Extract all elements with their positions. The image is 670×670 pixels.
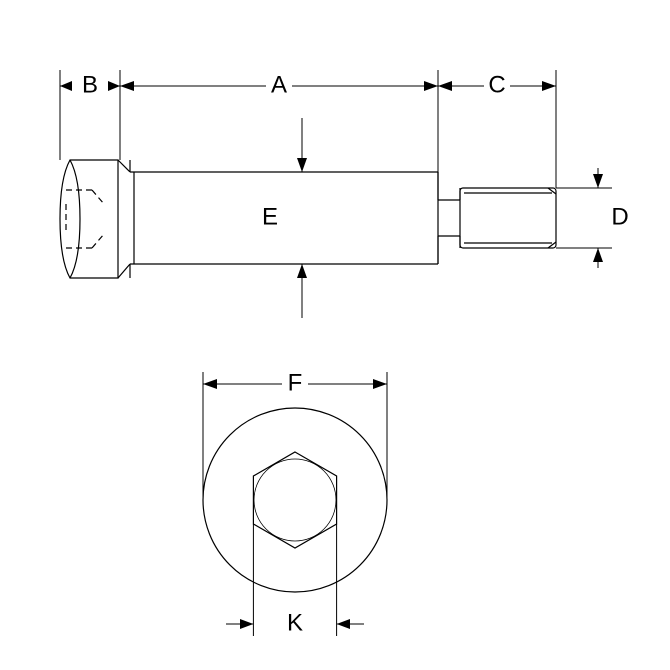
label-E: E [262,203,278,230]
dim-B: B [60,71,120,98]
label-D: D [611,203,628,230]
dim-D: D [556,168,629,268]
shoulder-screw-diagram: B A C D [0,0,670,670]
hex-socket [253,452,336,548]
hex-socket-hidden [66,190,104,248]
dim-E: E [262,118,307,318]
screw-neck [438,172,460,264]
label-C: C [488,71,505,98]
dim-A: A [120,71,438,98]
top-view: F K [203,369,387,636]
screw-thread [460,188,556,248]
dim-C: C [438,71,556,98]
side-view: B A C D [60,70,629,318]
label-A: A [271,71,287,98]
head-circle [203,408,387,592]
screw-head [60,160,130,278]
screw-shoulder [130,160,438,278]
label-B: B [82,71,98,98]
ext-lines-top [60,70,556,188]
label-K: K [287,609,303,636]
hex-inscribed-circle [254,459,336,541]
label-F: F [288,369,303,396]
